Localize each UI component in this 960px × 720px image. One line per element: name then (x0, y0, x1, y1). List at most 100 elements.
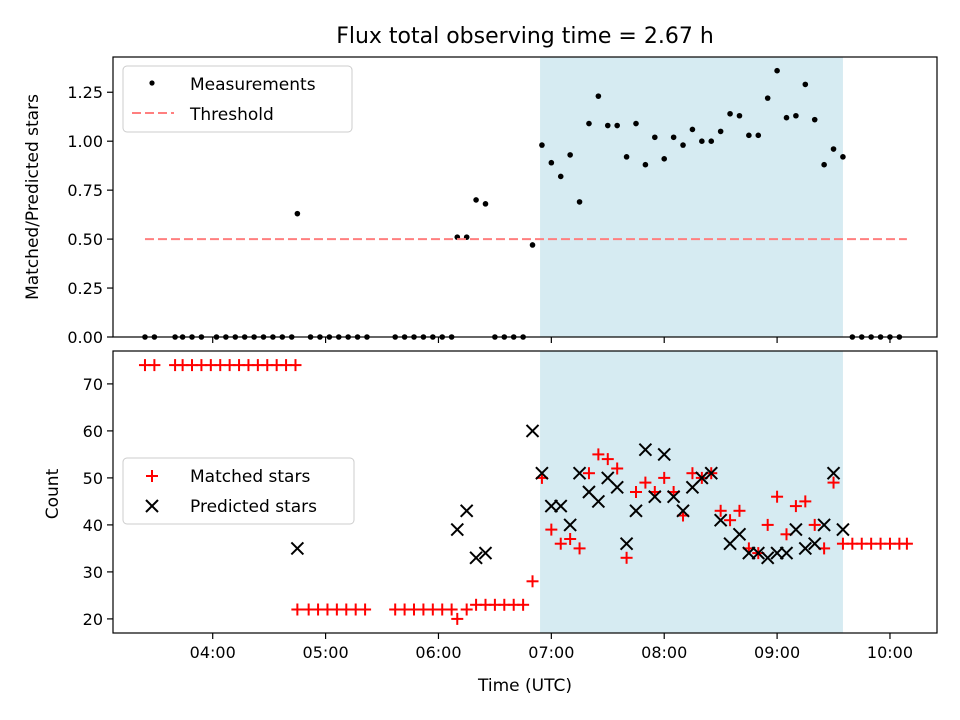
measurement-point (736, 112, 743, 119)
matched-star-point (799, 495, 812, 508)
measurement-point (548, 159, 555, 166)
matched-star-point (573, 542, 586, 555)
predicted-star-point (704, 466, 718, 480)
predicted-star-point (290, 541, 305, 556)
y-tick-label: 1.25 (67, 83, 103, 102)
measurement-point (830, 146, 837, 152)
legend-top: Measurements Threshold (122, 65, 353, 133)
predicted-star-point (817, 518, 831, 532)
plot-frame-bottom (112, 350, 938, 634)
predicted-star-point (695, 471, 709, 485)
predicted-star-point (751, 546, 765, 560)
legend-predicted-label: Predicted stars (190, 497, 317, 517)
predicted-star-point (572, 466, 587, 480)
predicted-star-point (779, 546, 794, 560)
matched-star-point (639, 476, 652, 489)
matched-star-point (148, 359, 161, 372)
predicted-star-point (638, 442, 653, 457)
predicted-star-point (591, 494, 606, 509)
measurement-point (586, 120, 592, 127)
flux-ratio-panel: Flux total observing time = 2.67 h Match… (23, 24, 938, 347)
predicted-star-point (808, 536, 822, 551)
predicted-star-point (760, 551, 775, 565)
plot-frame-top (112, 56, 938, 338)
matched-star-point (582, 467, 595, 480)
measurement-point (595, 93, 602, 99)
matched-star-point (517, 598, 530, 611)
matched-star-point (620, 551, 633, 564)
measurement-point (567, 152, 573, 158)
measurement-point (717, 128, 724, 135)
ratio-marks (142, 67, 907, 340)
legend-measurements-marker (149, 80, 155, 86)
measurement-point (811, 116, 818, 123)
y-ticks-count: 20 30 40 50 60 70 (83, 375, 113, 629)
y-tick-label: 40 (83, 516, 103, 535)
legend-bottom: Matched stars Predicted stars (122, 457, 355, 525)
x-ticks-top (212, 337, 891, 343)
measurement-point (604, 122, 611, 129)
predicted-star-point (648, 489, 662, 504)
matched-star-point (554, 537, 567, 550)
y-tick-label: 1.00 (67, 132, 103, 151)
predicted-star-point (459, 504, 474, 518)
measurement-point (473, 197, 479, 203)
matched-star-point (900, 537, 913, 550)
measurement-point (802, 81, 809, 88)
y-ticks-ratio: 0.00 0.25 0.50 0.75 1.00 1.25 (67, 83, 113, 347)
measurement-point (727, 110, 733, 117)
star-count-panel: Count Time (UTC) 20 30 40 50 60 70 04:00 05:00… (43, 350, 938, 696)
measurement-point (783, 114, 790, 121)
matched-star-point (714, 504, 727, 517)
matched-star-point (451, 612, 464, 625)
matched-star-point (808, 518, 821, 531)
matched-star-point (545, 523, 558, 536)
observing-window-span (540, 57, 843, 337)
y-tick-label: 70 (83, 375, 103, 394)
y-axis-label-ratio: Matched/Predicted stars (23, 94, 43, 300)
observing-window-span-bottom (540, 351, 843, 633)
y-tick-label: 50 (83, 469, 103, 488)
matched-star-point (460, 603, 473, 616)
y-tick-label: 30 (83, 563, 103, 582)
matched-star-point (629, 486, 642, 498)
predicted-star-point (836, 522, 850, 537)
measurement-point (539, 142, 545, 148)
predicted-star-point (826, 466, 841, 480)
predicted-star-point (610, 480, 624, 495)
matched-star-point (771, 490, 784, 503)
matched-star-point (658, 471, 671, 484)
predicted-star-point (619, 536, 634, 551)
x-tick-label: 08:00 (641, 643, 687, 662)
matched-star-point (611, 462, 624, 475)
measurement-point (840, 154, 846, 160)
y-tick-label: 0.75 (67, 181, 103, 200)
measurement-point (708, 138, 715, 144)
legend-measurements-label: Measurements (190, 75, 316, 95)
legend-threshold-label: Threshold (189, 105, 274, 125)
x-tick-label: 09:00 (754, 643, 800, 662)
measurement-point (746, 132, 752, 139)
matched-star-point (827, 476, 840, 489)
y-tick-label: 0.00 (67, 328, 103, 347)
predicted-star-point (732, 527, 747, 542)
x-axis-label: Time (UTC) (477, 676, 572, 696)
matched-star-point (526, 575, 539, 588)
predicted-star-point (535, 466, 549, 480)
matched-star-point (564, 533, 577, 545)
measurement-point (670, 134, 677, 141)
x-tick-label: 07:00 (528, 643, 574, 662)
count-marks (138, 359, 913, 625)
predicted-star-point (789, 522, 803, 537)
x-ticks-time: 04:00 05:00 06:00 07:00 08:00 09:00 10:00 (190, 633, 913, 662)
measurement-point (633, 120, 639, 127)
legend-predicted-marker (145, 499, 159, 513)
predicted-star-point (666, 489, 681, 504)
measurement-point (294, 210, 301, 217)
x-tick-label: 04:00 (190, 643, 236, 662)
measurement-point (642, 161, 649, 168)
measurement-point (774, 67, 780, 74)
matched-star-point (592, 448, 605, 461)
predicted-star-point (713, 513, 728, 527)
